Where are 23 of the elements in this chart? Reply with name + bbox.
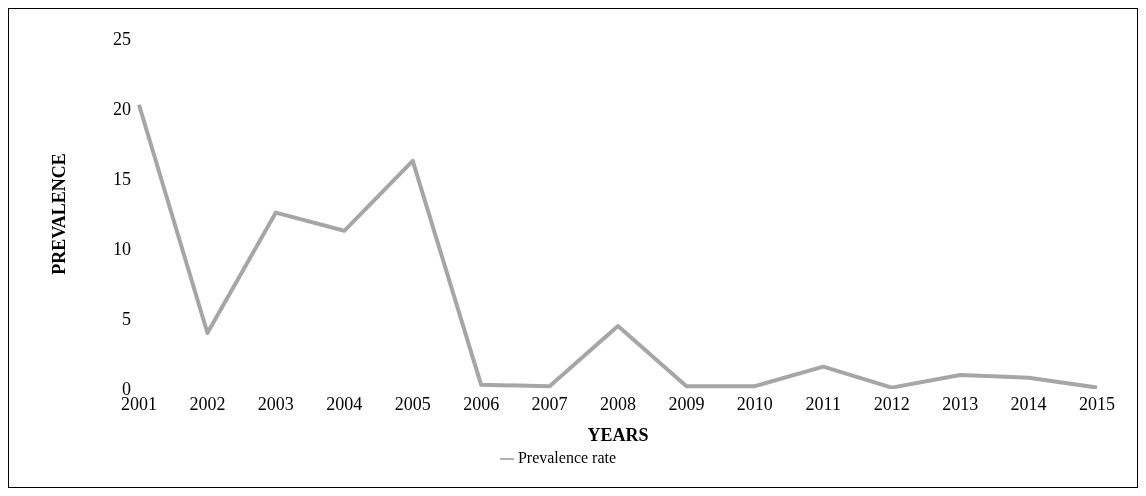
y-tick-label: 20 [113, 99, 131, 120]
x-tick-label: 2006 [463, 393, 500, 414]
legend-label: Prevalence rate [517, 449, 617, 466]
x-tick-label: 2004 [326, 393, 363, 414]
x-tick-label: 2002 [189, 393, 226, 414]
y-tick-label: 15 [113, 169, 131, 190]
x-tick-label: 2009 [668, 393, 705, 414]
x-tick-label: 2010 [736, 393, 773, 414]
line-series [137, 102, 1099, 389]
x-tick-label: 2003 [257, 393, 294, 414]
x-tick-label: 2007 [531, 393, 568, 414]
y-tick-label: 5 [122, 309, 131, 330]
x-tick-label: 2015 [1079, 393, 1115, 414]
y-axis-title: PREVALENCE [49, 153, 70, 275]
x-tick-label: 2013 [942, 393, 979, 414]
x-tick-label: 2005 [394, 393, 431, 414]
x-tick-label: 2011 [805, 393, 841, 414]
x-tick-label: 2014 [1010, 393, 1047, 414]
x-tick-label: 2012 [873, 393, 910, 414]
y-tick-label: 10 [113, 239, 131, 260]
x-axis-title: YEARS [587, 425, 649, 445]
y-tick-label: 25 [113, 29, 131, 50]
x-tick-label: 2008 [600, 393, 636, 414]
